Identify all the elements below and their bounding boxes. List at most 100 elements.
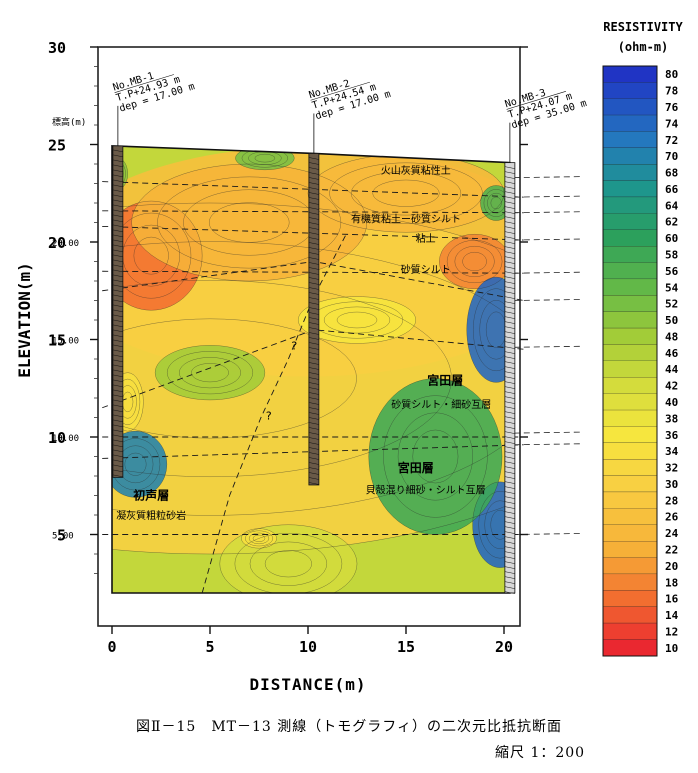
y-tick-label: 10	[48, 429, 66, 447]
legend-frame	[602, 65, 658, 657]
contour-line	[154, 345, 266, 401]
borehole-hatch	[504, 501, 515, 504]
unit-annotation: 凝灰質粗粒砂岩	[116, 509, 186, 522]
contour-line	[166, 351, 254, 395]
borehole-hatch	[308, 387, 319, 390]
contour-line	[112, 438, 161, 491]
borehole-hatch	[112, 449, 123, 453]
plot-frame	[97, 46, 521, 627]
borehole-hatch	[308, 477, 319, 480]
borehole-hatch	[112, 454, 123, 458]
legend-value: 48	[665, 330, 678, 343]
legend-swatch	[603, 361, 657, 378]
borehole-hatch	[504, 166, 515, 169]
borehole-hatch	[504, 171, 515, 174]
legend-swatch	[603, 590, 657, 608]
boundary-extension	[513, 271, 581, 274]
borehole-hatch	[308, 217, 319, 220]
contour-line	[350, 171, 462, 216]
contour-line	[466, 276, 510, 383]
legend-unit: (ohm-m)	[618, 40, 669, 54]
borehole-hatch	[112, 409, 123, 413]
legend-swatch	[603, 262, 657, 280]
borehole-hatch	[308, 202, 319, 205]
borehole-hatch	[308, 182, 319, 185]
y-tick-label: 5	[57, 527, 66, 545]
borehole-hatch	[112, 369, 123, 373]
borehole-hatch	[308, 402, 319, 405]
borehole-hatch	[308, 237, 319, 240]
borehole-hatch	[112, 299, 123, 303]
borehole-hatch	[308, 257, 319, 260]
legend-swatch	[603, 410, 657, 428]
legend-swatch	[603, 98, 657, 116]
borehole-hatch	[112, 224, 123, 228]
borehole-hatch	[308, 207, 319, 210]
legend-value: 16	[665, 593, 679, 606]
borehole-hatch	[308, 377, 319, 380]
legend-value: 30	[665, 478, 678, 491]
borehole-hatch	[308, 467, 319, 470]
legend-swatch	[603, 180, 657, 198]
borehole-hatch	[308, 457, 319, 460]
contour-line	[112, 200, 203, 311]
legend-value: 70	[665, 150, 678, 163]
borehole-hatch	[112, 379, 123, 383]
borehole-hatch	[504, 401, 515, 404]
borehole-hatch	[504, 216, 515, 219]
borehole-hatch	[112, 154, 123, 158]
legend-value: 80	[665, 68, 678, 81]
legend-swatch	[603, 328, 657, 346]
borehole-hatch	[504, 506, 515, 509]
borehole-hatch	[112, 179, 123, 183]
borehole-hatch	[504, 181, 515, 184]
contour-line	[264, 550, 312, 578]
y-tick-label: 25	[48, 137, 66, 155]
borehole-hatch	[308, 482, 319, 485]
borehole-hatch	[504, 266, 515, 269]
contour-line	[254, 153, 276, 163]
borehole-hatch	[112, 414, 123, 418]
borehole-hatch	[112, 389, 123, 393]
legend-value: 64	[665, 199, 679, 212]
uncertainty-mark: ?	[291, 339, 297, 352]
elevation-marker-label: 5.00	[52, 532, 74, 542]
borehole-hatch	[308, 397, 319, 400]
resistivity-field	[112, 145, 510, 594]
borehole-hatch	[504, 496, 515, 499]
contour-line	[208, 202, 290, 243]
borehole-hatch	[112, 394, 123, 398]
borehole-hatch	[504, 491, 515, 494]
contour-line	[248, 532, 270, 545]
borehole-hatch	[308, 352, 319, 355]
contour-line	[112, 202, 510, 555]
borehole-hatch	[112, 219, 123, 223]
contour-line	[179, 357, 241, 389]
legend-value: 68	[665, 167, 678, 180]
legend-value: 50	[665, 314, 678, 327]
borehole-hatch	[308, 407, 319, 410]
contour-line	[412, 429, 459, 484]
legend-swatch	[603, 475, 657, 493]
borehole-hatch	[308, 167, 319, 170]
borehole-hatch	[504, 261, 515, 264]
borehole-hatch	[112, 354, 123, 358]
legend-swatch	[603, 131, 657, 149]
borehole-hatch	[504, 221, 515, 224]
legend-swatch	[603, 279, 657, 296]
borehole-hatch	[504, 201, 515, 204]
borehole-hatch	[308, 422, 319, 425]
resistivity-blob	[155, 345, 265, 400]
borehole-hatch	[308, 282, 319, 285]
legend-swatch	[603, 344, 657, 362]
x-axis-title: DISTANCE(m)	[250, 675, 367, 694]
borehole-hatch	[308, 427, 319, 430]
unit-annotation: 宮田層	[427, 372, 463, 387]
figure-caption: 図Ⅱ－15 MT－13 測線（トモグラフィ）の二次元比抵抗断面	[136, 719, 562, 735]
resistivity-blob	[298, 296, 416, 344]
borehole-hatch	[308, 197, 319, 200]
borehole-hatch	[504, 526, 515, 529]
borehole-hatch	[504, 546, 515, 549]
borehole-hatch	[308, 367, 319, 370]
